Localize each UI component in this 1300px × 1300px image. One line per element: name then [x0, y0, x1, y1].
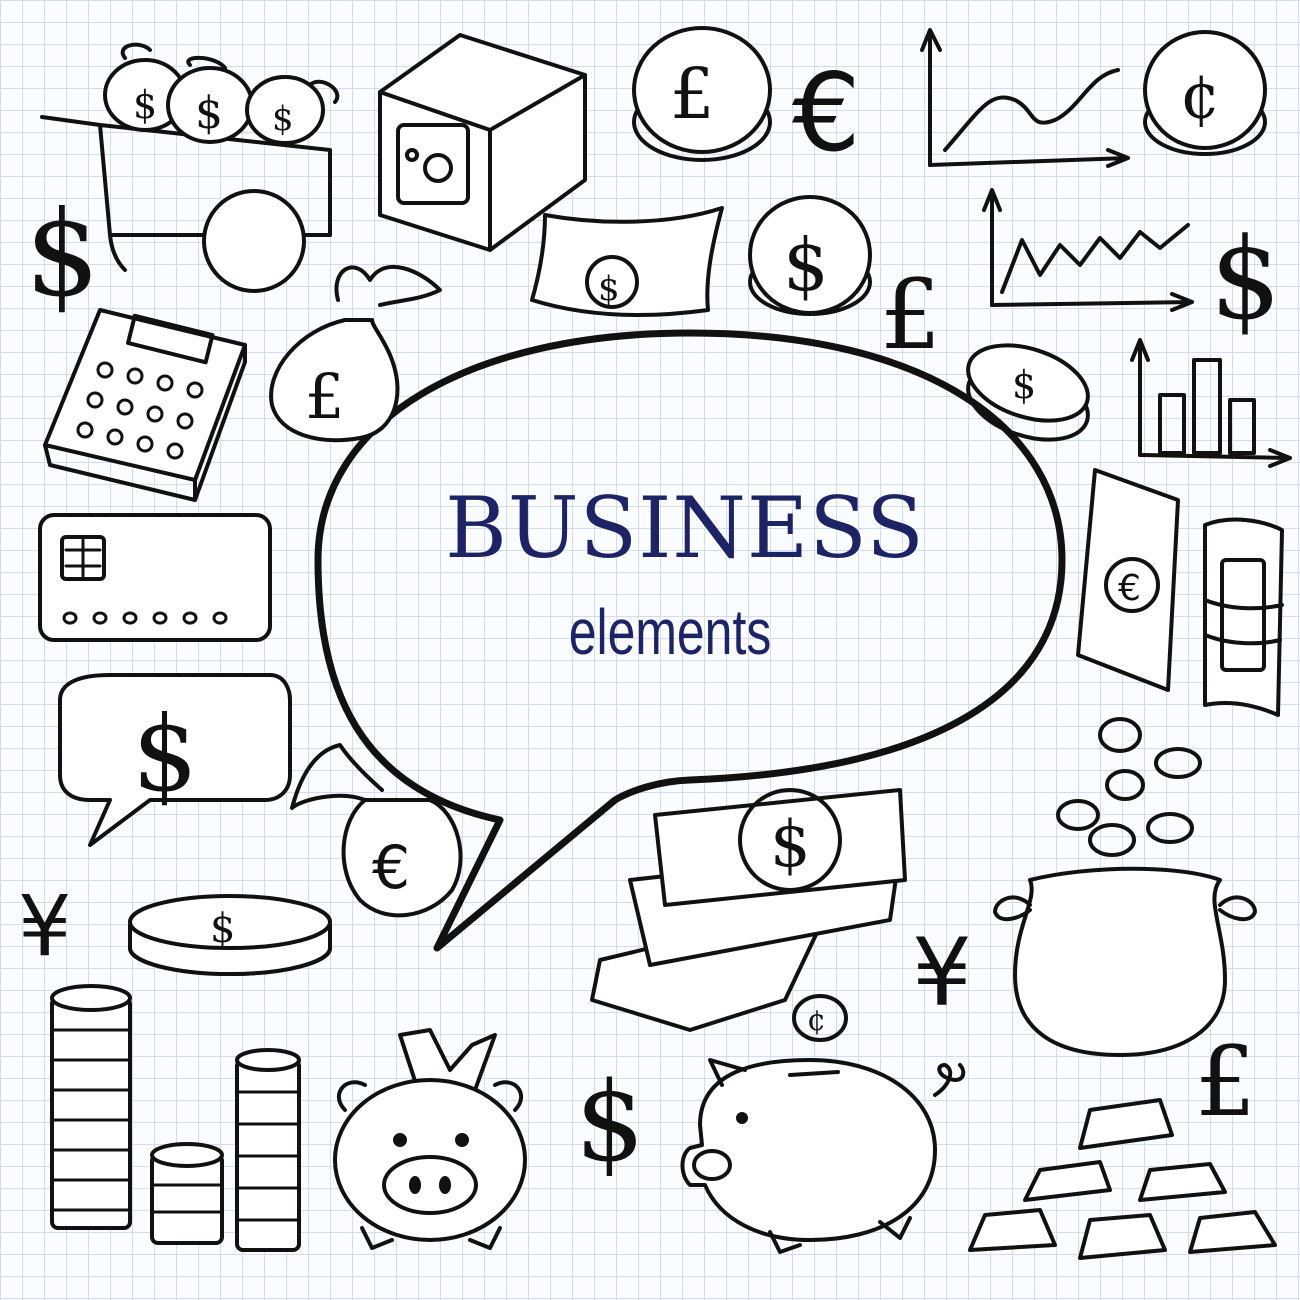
dollar-glyph: $: [770, 808, 811, 882]
subline-title: elements: [568, 596, 772, 668]
gold-bars-icon: [968, 1098, 1277, 1260]
dollar-sign-icon: $: [1210, 215, 1281, 345]
banknote-icon: $: [530, 206, 724, 318]
headline-title: BUSINESS: [445, 479, 925, 577]
dollar-glyph: $: [783, 223, 829, 307]
euro-bag-icon: €: [290, 743, 463, 918]
euro-sign-icon: €: [792, 51, 861, 176]
calculator-icon: [43, 308, 247, 502]
flat-dollar-coin-icon: $: [128, 894, 332, 976]
dollar-sign-icon: $: [25, 185, 100, 323]
cent-glyph: ¢: [1180, 60, 1221, 134]
growth-chart-icon: [920, 28, 1130, 168]
euro-glyph: €: [1118, 568, 1141, 609]
speech-bubble: [314, 329, 1066, 952]
dollar-speech-bubble-icon: $: [58, 673, 292, 847]
dollar-glyph: $: [133, 83, 157, 127]
euro-glyph: €: [372, 833, 410, 903]
cent-glyph: ¢: [807, 1003, 826, 1038]
cent-coin-icon: ¢: [1143, 30, 1267, 156]
yen-sign-icon: ¥: [912, 919, 972, 1028]
pound-sign-icon: £: [1195, 1026, 1256, 1138]
pound-sign-icon: £: [880, 259, 941, 371]
credit-card-icon: [38, 513, 272, 642]
dollar-glyph: $: [195, 88, 223, 139]
money-cart-icon: $ $ $: [40, 42, 340, 293]
dollar-glyph: $: [1012, 363, 1036, 407]
money-roll-icon: [1203, 517, 1284, 717]
pound-bag-icon: £: [269, 264, 442, 443]
coin-pouch-icon: [993, 717, 1257, 1057]
yen-sign-icon: ¥: [18, 877, 71, 975]
banknote-stack-icon: $: [590, 788, 907, 1032]
pound-coin-icon: £: [632, 26, 772, 162]
safe-icon: [378, 33, 587, 252]
piggy-bank-front-icon: [333, 1028, 527, 1250]
dollar-glyph: $: [598, 269, 620, 309]
dollar-glyph: $: [272, 99, 294, 139]
flat-dollar-coin-icon: $: [966, 343, 1090, 442]
pound-glyph: £: [305, 360, 344, 433]
dollar-glyph: $: [132, 693, 198, 815]
bar-chart-icon: [1130, 338, 1292, 468]
dollar-glyph: $: [210, 906, 235, 952]
dollar-sign-icon: $: [575, 1058, 645, 1186]
coin-stack-icon: [50, 984, 301, 1252]
euro-banknote-icon: €: [1076, 468, 1180, 692]
line-chart-icon: [982, 188, 1194, 312]
piggy-bank-side-icon: ¢: [680, 994, 966, 1254]
dollar-coin-icon: $: [748, 195, 872, 316]
pound-glyph: £: [670, 53, 715, 135]
